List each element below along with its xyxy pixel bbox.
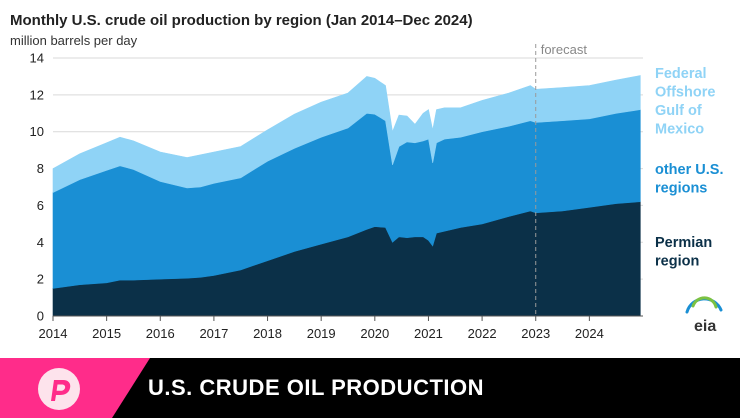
x-tick-label-2: 2016	[146, 326, 175, 341]
brand-p-icon	[38, 368, 80, 410]
headline-banner: U.S. CRUDE OIL PRODUCTION	[0, 358, 740, 418]
legend-label-2-line-1: region	[655, 254, 699, 270]
y-tick-label-2: 4	[37, 235, 44, 250]
y-tick-label-3: 6	[37, 198, 44, 213]
x-tick-label-3: 2017	[199, 326, 228, 341]
legend-label-0-line-0: Federal	[655, 66, 707, 82]
legend-label-0-line-1: Offshore	[655, 85, 715, 101]
y-tick-label-0: 0	[37, 309, 44, 324]
x-tick-label-0: 2014	[39, 326, 68, 341]
eia-logo: eia	[685, 296, 723, 335]
y-tick-label-1: 2	[37, 272, 44, 287]
legend-label-2-line-0: Permian	[655, 235, 712, 251]
chart: Monthly U.S. crude oil production by reg…	[10, 12, 723, 341]
x-tick-label-10: 2024	[575, 326, 604, 341]
x-tick-label-9: 2023	[521, 326, 550, 341]
stacked-areas	[52, 75, 641, 317]
x-tick-label-6: 2020	[360, 326, 389, 341]
banner-headline: U.S. CRUDE OIL PRODUCTION	[148, 375, 485, 400]
legend-label-0-line-3: Mexico	[655, 122, 704, 138]
forecast-marker: forecast	[535, 42, 588, 316]
x-axis-ticks: 2014 2015 2016 2017 2018 2019 2020 2021 2022 2023…	[39, 316, 604, 341]
legend-label-0-line-2: Gulf of	[655, 103, 702, 119]
legend-label-1-line-0: other U.S.	[655, 162, 723, 178]
chart-svg: Monthly U.S. crude oil production by reg…	[10, 12, 723, 341]
x-tick-label-8: 2022	[468, 326, 497, 341]
forecast-label: forecast	[541, 42, 588, 57]
y-axis-ticks: 0 2 4 6 8 10 12 14	[30, 51, 44, 324]
y-tick-label-4: 8	[37, 161, 44, 176]
legend: Federal Offshore Gulf of Mexico other U.S. re…	[655, 66, 723, 270]
brand-p-icon-glyph	[51, 380, 71, 401]
y-tick-label-6: 12	[30, 87, 44, 102]
y-tick-label-5: 10	[30, 124, 44, 139]
x-tick-label-7: 2021	[414, 326, 443, 341]
chart-title: Monthly U.S. crude oil production by reg…	[10, 12, 473, 29]
y-tick-label-7: 14	[30, 51, 44, 66]
legend-label-1-line-1: regions	[655, 181, 707, 197]
x-tick-label-4: 2018	[253, 326, 282, 341]
x-tick-label-1: 2015	[92, 326, 121, 341]
area-series-2	[52, 75, 641, 193]
chart-subtitle: million barrels per day	[10, 33, 138, 48]
eia-logo-arc-green	[691, 296, 718, 309]
eia-logo-text: eia	[694, 318, 716, 335]
x-tick-label-5: 2019	[307, 326, 336, 341]
